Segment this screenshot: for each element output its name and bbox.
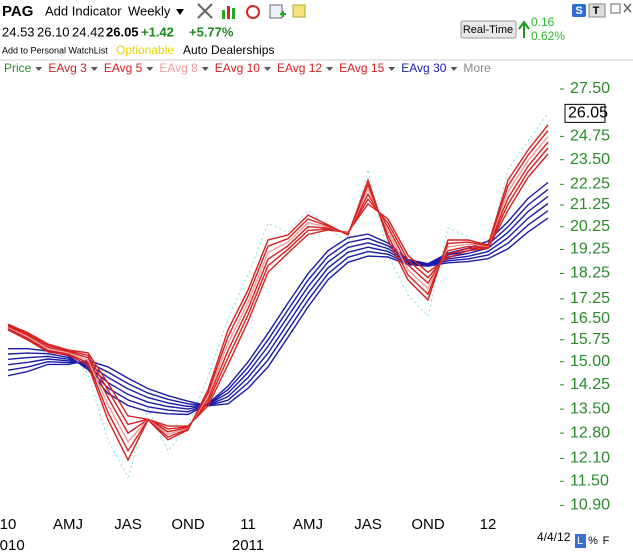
t-button[interactable] bbox=[588, 3, 606, 18]
optionable: Optionable bbox=[116, 43, 174, 57]
x-tick-label: 12 bbox=[480, 516, 497, 533]
watchlist-link[interactable]: Add to Personal WatchList bbox=[2, 45, 108, 55]
y-tick-label: 17.25 bbox=[570, 290, 610, 307]
y-tick-label: 19.25 bbox=[570, 241, 610, 258]
industry: Auto Dealerships bbox=[183, 43, 274, 57]
price-box-label: 26.05 bbox=[568, 105, 608, 122]
legend-arrow[interactable] bbox=[201, 67, 209, 71]
price-line bbox=[7, 113, 549, 479]
y-tick-label: 23.50 bbox=[570, 151, 610, 168]
legend-entry[interactable]: EAvg 30 bbox=[401, 61, 446, 75]
close-icon[interactable] bbox=[623, 3, 632, 13]
s-button[interactable] bbox=[572, 4, 586, 17]
x-tick-label: 11 bbox=[240, 516, 256, 533]
y-tick-label: 10.90 bbox=[570, 497, 610, 514]
legend-arrow[interactable] bbox=[90, 67, 98, 71]
low: 24.42 bbox=[72, 24, 105, 39]
ema-line bbox=[7, 124, 549, 462]
ema-line bbox=[7, 195, 549, 410]
legend-entry[interactable]: EAvg 8 bbox=[159, 61, 198, 75]
ema-line bbox=[7, 202, 549, 408]
scale-button[interactable] bbox=[575, 534, 586, 548]
ema-line bbox=[7, 141, 549, 435]
legend-arrow[interactable] bbox=[35, 67, 43, 71]
dropdown-arrow[interactable] bbox=[176, 9, 184, 15]
y-tick-label: 15.75 bbox=[570, 331, 610, 348]
y-tick-label: 13.50 bbox=[570, 400, 610, 417]
last: 26.05 bbox=[106, 24, 139, 39]
x-tick-label: OND bbox=[411, 516, 445, 533]
y-tick-label: 18.25 bbox=[570, 265, 610, 282]
price-box bbox=[564, 103, 606, 123]
x-tick-label: AMJ bbox=[293, 516, 323, 533]
realtime-button[interactable] bbox=[460, 20, 517, 39]
legend-more[interactable]: More bbox=[463, 61, 491, 75]
legend-entry[interactable]: EAvg 10 bbox=[215, 61, 260, 75]
date-label: 4/4/12 bbox=[537, 530, 571, 544]
scale-button-label[interactable]: L bbox=[577, 535, 583, 547]
x-year-label: 2011 bbox=[232, 537, 264, 554]
s-button-label[interactable]: S bbox=[575, 5, 582, 17]
legend-entry[interactable]: EAvg 5 bbox=[104, 61, 143, 75]
legend-arrow[interactable] bbox=[146, 67, 154, 71]
y-tick-label: 20.25 bbox=[570, 218, 610, 235]
y-tick-label: 16.50 bbox=[570, 310, 610, 327]
y-tick-label: 12.10 bbox=[570, 450, 610, 467]
legend-entry[interactable]: EAvg 3 bbox=[48, 61, 87, 75]
legend-entry[interactable]: Price bbox=[4, 61, 32, 75]
legend-arrow[interactable] bbox=[388, 67, 396, 71]
ema-line bbox=[7, 217, 549, 407]
x-tick-label: AMJ bbox=[53, 516, 83, 533]
scale-button[interactable] bbox=[601, 534, 612, 548]
realtime-label[interactable]: Real-Time bbox=[463, 24, 513, 36]
add-indicator[interactable]: Add Indicator bbox=[45, 3, 122, 18]
legend-entry[interactable]: EAvg 15 bbox=[339, 61, 384, 75]
y-tick-label: 14.25 bbox=[570, 376, 610, 393]
legend: Price EAvg 3 EAvg 5 EAvg 8 EAvg 10 EAvg 12 EAv… bbox=[4, 61, 491, 75]
legend-arrow[interactable] bbox=[326, 67, 334, 71]
y-tick-label: 22.25 bbox=[570, 176, 610, 193]
y-tick-label: 24.75 bbox=[570, 128, 610, 145]
scale-buttons: L% F bbox=[575, 534, 612, 548]
scale-button-label[interactable]: % bbox=[588, 535, 598, 547]
change-pct: +5.77% bbox=[189, 24, 234, 39]
x-tick-label: JAS bbox=[354, 516, 382, 533]
x-tick-label: 10 bbox=[0, 516, 16, 533]
open: 24.53 bbox=[2, 24, 35, 39]
restore-icon[interactable] bbox=[610, 3, 621, 14]
scale-button[interactable] bbox=[588, 534, 599, 548]
x-tick-label: JAS bbox=[114, 516, 142, 533]
legend-arrow[interactable] bbox=[450, 67, 458, 71]
up-arrow bbox=[518, 20, 530, 38]
y-tick-label: 15.00 bbox=[570, 353, 610, 370]
symbol[interactable]: PAG bbox=[2, 3, 33, 20]
ema-line bbox=[7, 147, 549, 430]
plot-area: 27.50 24.75 23.50 22.25 21.25 20.25 19.25 18.25… bbox=[0, 80, 610, 554]
legend-entry[interactable]: EAvg 12 bbox=[277, 61, 322, 75]
ema-line bbox=[7, 130, 549, 453]
ema-line bbox=[7, 135, 549, 443]
legend-arrow[interactable] bbox=[263, 67, 271, 71]
period[interactable]: Weekly bbox=[128, 3, 171, 18]
rt-change: 0.16 bbox=[531, 15, 555, 29]
high: 26.10 bbox=[37, 24, 70, 39]
toolbar-icons[interactable] bbox=[197, 3, 306, 19]
y-tick-label: 27.50 bbox=[570, 80, 610, 97]
rt-change-pct: 0.62% bbox=[531, 29, 565, 43]
change: +1.42 bbox=[141, 24, 174, 39]
x-tick-label: OND bbox=[171, 516, 205, 533]
y-tick-label: 11.50 bbox=[570, 473, 609, 490]
y-tick-label: 21.25 bbox=[570, 196, 610, 213]
scale-button-label[interactable]: F bbox=[603, 535, 610, 547]
ema-line bbox=[7, 153, 549, 427]
y-tick-label: 12.80 bbox=[570, 424, 610, 441]
t-button-label[interactable]: T bbox=[593, 5, 600, 17]
